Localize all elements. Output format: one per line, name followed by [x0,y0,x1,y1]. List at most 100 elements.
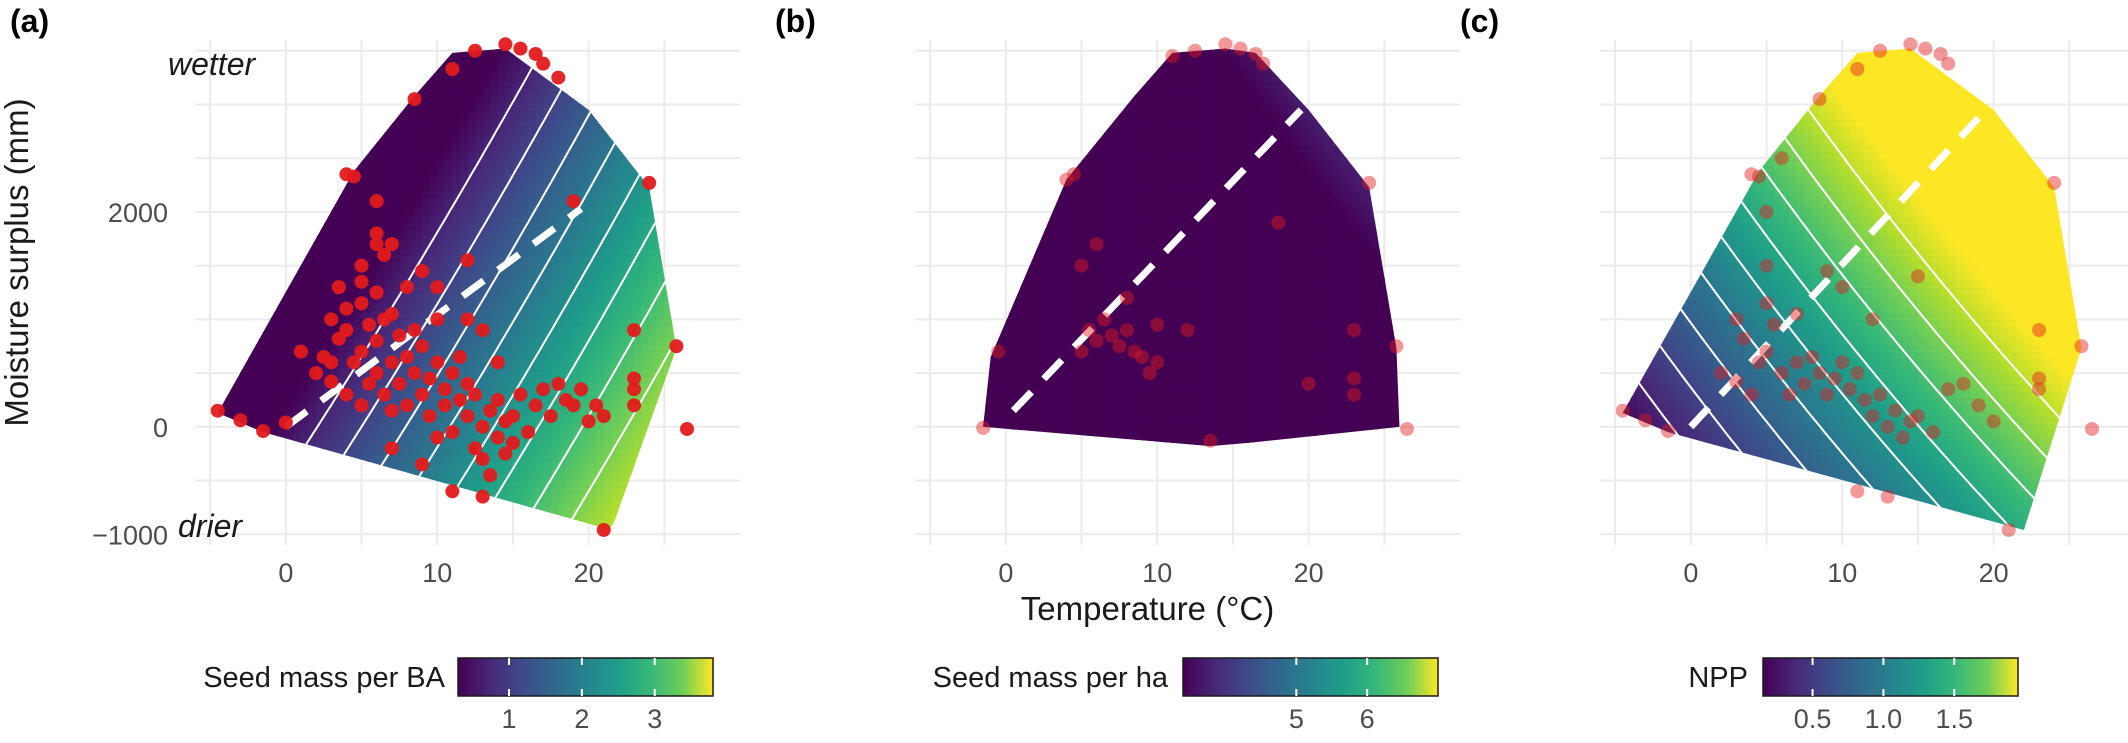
heat-cell [641,351,650,359]
heat-cell [444,409,454,417]
heat-cell [217,441,227,450]
heat-cell [558,113,567,121]
heat-cell [217,287,227,295]
heat-cell [422,100,431,108]
heat-cell [596,539,604,546]
heat-cell [528,370,537,379]
heat-cell [497,209,507,218]
heat-cell [558,448,567,456]
heat-cell [308,306,317,314]
heat-cell [618,377,628,385]
heat-cell [240,306,249,314]
heat-cell [369,435,378,443]
heat-cell [437,132,446,140]
heat-cell [459,48,469,50]
heat-cell [657,29,665,36]
heat-cell [270,448,280,456]
heat-cell [459,100,469,108]
heat-cell [240,209,249,218]
heat-cell [459,113,469,121]
heat-cell [255,106,264,114]
heat-cell [240,351,249,359]
heat-cell [603,93,613,101]
heat-cell [346,183,355,192]
heat-cell [255,229,264,237]
heat-cell [626,113,635,121]
heat-cell [634,138,643,147]
heat-cell [270,428,280,437]
heat-cell [285,48,295,56]
heat-cell [414,171,423,179]
heat-cell [543,493,552,501]
heat-cell [384,519,393,527]
heat-cell [338,428,348,437]
heat-cell [300,435,310,443]
heat-cell [565,183,575,192]
heat-cell [300,242,310,250]
heat-cell [300,171,310,179]
heat-cell [308,164,317,172]
heat-cell [490,512,499,521]
heat-cell [634,512,643,521]
heat-cell [475,506,484,514]
heat-cell [414,74,423,82]
heat-cell [225,332,234,340]
heat-cell [338,422,348,430]
heat-cell [467,467,476,475]
heat-cell [399,235,408,243]
heat-cell [331,493,340,501]
heat-cell [240,36,248,43]
heat-cell [528,145,537,153]
heat-cell [581,428,590,437]
heat-cell [603,364,613,372]
heat-cell [218,36,226,43]
heat-cell [240,171,249,179]
heat-cell [369,525,378,530]
heat-cell [482,280,492,288]
heat-cell [573,248,582,256]
heat-cell [429,209,439,218]
heat-cell [520,506,529,514]
heat-cell [308,377,317,385]
heat-cell [558,267,567,276]
heat-cell [535,416,544,424]
heat-cell [444,229,454,237]
heat-cell [649,203,658,211]
heat-cell [323,416,333,424]
heat-cell [641,55,650,63]
heat-cell [240,274,249,282]
heat-cell [399,177,408,185]
heat-cell [490,36,498,43]
heat-cell [626,532,634,539]
heat-cell [490,151,499,159]
heat-cell [270,106,280,114]
heat-cell [300,93,310,101]
heat-cell [641,138,650,147]
heat-cell [649,332,658,340]
heat-cell [316,242,325,250]
heat-cell [626,196,635,205]
heat-cell [316,36,324,43]
heat-cell [520,306,529,314]
heat-cell [520,87,529,95]
heat-cell [588,512,597,521]
heat-cell [346,539,354,546]
heat-cell [459,242,469,250]
heat-cell [565,448,575,456]
heat-cell [550,61,560,69]
heat-cell [422,145,431,153]
heat-cell [512,106,522,114]
heat-cell [195,197,203,204]
heat-cell [429,422,439,430]
heat-cell [535,519,544,527]
heat-cell [247,525,257,530]
heat-cell [270,80,280,89]
heat-cell [391,106,401,114]
heat-cell [550,93,560,101]
heat-cell [300,332,310,340]
heat-cell [361,428,370,437]
heat-cell [618,370,628,379]
heat-cell [248,539,256,546]
heat-cell [232,177,242,185]
heat-cell [255,48,264,56]
